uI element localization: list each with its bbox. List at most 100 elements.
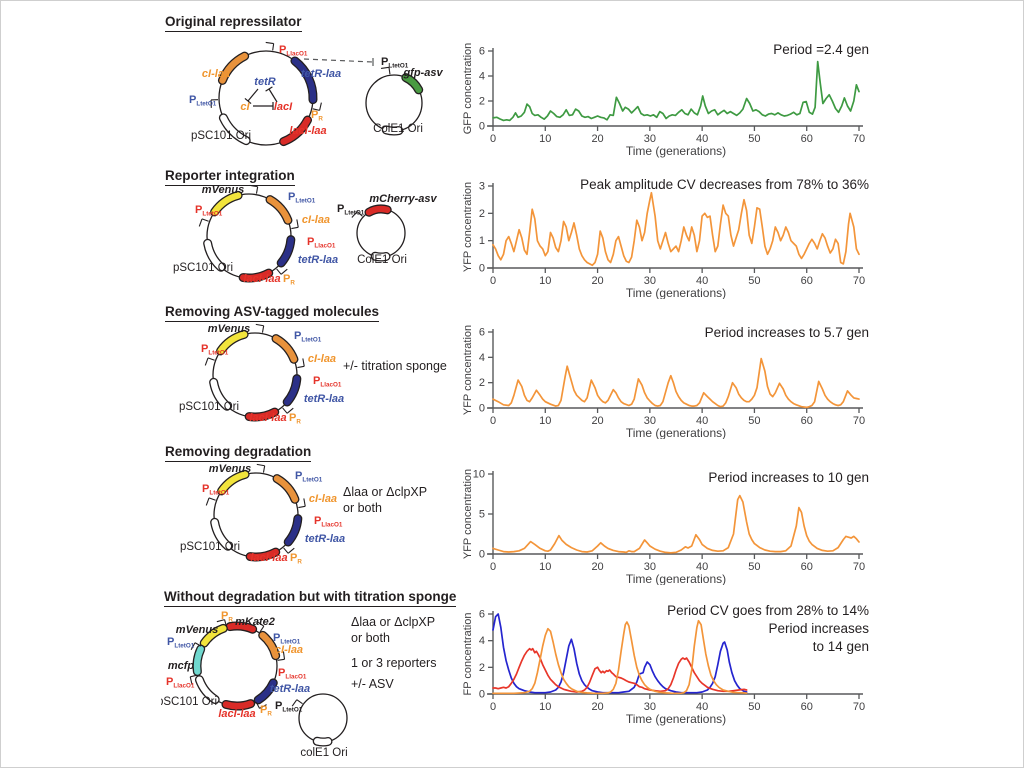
promoter-label: PLtetO1 <box>201 343 229 357</box>
x-tick-label: 10 <box>539 133 551 145</box>
promoter-arrow-icon <box>198 218 209 227</box>
condition-note: 1 or 3 reporters <box>351 656 437 670</box>
gene-label: mVenus <box>209 463 251 475</box>
x-tick-label: 40 <box>696 701 708 713</box>
promoter-label: PLlacO1 <box>166 676 195 690</box>
ori-segment <box>220 114 250 144</box>
gene-label: mVenus <box>208 323 250 335</box>
series-line-orange <box>492 619 748 695</box>
x-tick-label: 10 <box>539 701 551 713</box>
x-tick-label: 0 <box>490 415 496 427</box>
y-tick-label: 3 <box>479 181 485 193</box>
gene-segment <box>245 408 278 421</box>
x-tick-label: 70 <box>853 133 865 145</box>
promoter-label: PLtetO1 <box>288 191 316 205</box>
gene-segment <box>211 192 242 216</box>
plasmid-svg: mVenus PLtetO1 PLtetO1 cI-laa PLlacO1 tetR-la… <box>179 323 344 426</box>
promoter-arrow-icon <box>205 497 216 506</box>
chart-annotation: Period =2.4 gen <box>773 42 869 57</box>
gene-segment <box>402 74 422 94</box>
plasmid-svg: mVenus PLtetO1 PLtetO1 cI-laa PLlacO1 tetR-la… <box>173 184 438 287</box>
x-tick-label: 0 <box>490 133 496 145</box>
y-tick-label: 10 <box>473 469 485 481</box>
promoter-arrow-icon <box>249 184 259 194</box>
x-tick-label: 50 <box>748 701 760 713</box>
promoter-label: PLtetO1 <box>275 700 303 714</box>
promoter-label: PLtetO1 <box>337 203 365 217</box>
gene-segment <box>272 335 298 363</box>
promoter-arrow-icon <box>282 407 294 414</box>
promoter-label: PLlacO1 <box>313 375 342 389</box>
y-tick-label: 6 <box>479 327 485 339</box>
ori-segment <box>196 676 219 703</box>
gene-segment <box>239 269 272 282</box>
gene-label: cI-laa <box>202 68 230 80</box>
promoter-arrow-icon <box>291 699 303 707</box>
x-tick-label: 30 <box>644 701 656 713</box>
gene-label: pSC101 Ori <box>161 696 217 708</box>
x-tick-label: 60 <box>801 275 813 287</box>
y-axis-label: YFP concentration <box>462 325 474 415</box>
gene-segment <box>266 196 292 224</box>
gene-label: lacI-laa <box>289 125 326 137</box>
gene-label: tetR <box>254 76 275 88</box>
ori-segment <box>383 126 403 135</box>
series-line-GFP <box>492 60 860 122</box>
promoter-label: PR <box>283 273 295 287</box>
chart-annotation: Peak amplitude CV decreases from 78% to … <box>580 177 869 192</box>
x-tick-label: 0 <box>490 275 496 287</box>
promoter-label: PLtetO1 <box>273 632 301 646</box>
x-tick-label: 70 <box>853 415 865 427</box>
x-axis-label: Time (generations) <box>626 286 726 299</box>
x-tick-label: 10 <box>539 561 551 573</box>
y-tick-label: 4 <box>479 71 485 83</box>
y-tick-label: 6 <box>479 609 485 621</box>
ori-segment <box>371 253 390 261</box>
promoter-arrow-icon <box>255 701 267 709</box>
promoter-arrow-icon <box>256 621 265 633</box>
x-tick-label: 0 <box>490 561 496 573</box>
x-tick-label: 60 <box>801 415 813 427</box>
gene-label: lacI-laa <box>250 552 287 564</box>
promoter-arrow-icon <box>312 102 322 111</box>
promoter-label: PLlacO1 <box>278 667 307 681</box>
gene-label: tetR-laa <box>305 533 345 545</box>
chart-yfp-removing-degradation: 0 5 10 0 10 20 30 40 50 60 70 YFP concentration Time… <box>461 457 881 586</box>
repression-edge <box>265 86 278 103</box>
chart-fp-without-degradation: 0 2 4 6 0 10 20 30 40 50 60 70 FP concentration Time … <box>461 602 881 726</box>
x-tick-label: 70 <box>853 275 865 287</box>
x-tick-label: 30 <box>644 275 656 287</box>
gene-segment <box>365 205 391 216</box>
condition-note: +/- titration sponge <box>343 359 447 373</box>
gene-label: lacI-laa <box>243 273 280 285</box>
gene-segment <box>222 700 254 710</box>
x-tick-label: 70 <box>853 561 865 573</box>
plasmid-diagram-without-degradation: PR mKate2 mVenus PLtetO1 PLtetO1 cI-laa mcfp PL… <box>161 589 481 761</box>
gene-segment <box>226 622 256 633</box>
y-axis-label: GFP concentration <box>462 43 474 135</box>
promoter-label: PLtetO1 <box>202 483 230 497</box>
gene-label: pSC101 Ori <box>179 401 239 413</box>
x-axis-label: Time (generations) <box>626 144 726 158</box>
plasmid-diagram-removing-asv: mVenus PLtetO1 PLtetO1 cI-laa PLlacO1 tetR-la… <box>161 304 461 446</box>
gene-segment <box>284 515 302 546</box>
section-title-without-degradation: Without degradation but with titration s… <box>164 589 457 607</box>
gene-segment <box>254 679 277 704</box>
x-tick-label: 50 <box>748 415 760 427</box>
gene-label: cI-laa <box>308 353 336 365</box>
y-tick-label: 0 <box>479 689 485 701</box>
promoter-arrow-icon <box>216 619 227 627</box>
x-tick-label: 40 <box>696 561 708 573</box>
gene-label: cI <box>240 101 250 113</box>
y-tick-label: 1 <box>479 235 485 247</box>
ori-segment <box>210 379 231 410</box>
promoter-label: PLlacO1 <box>279 44 308 58</box>
series-line-YFP <box>492 357 860 409</box>
plasmid-svg: PR mKate2mVenusPLtetO1PLtetO1cI-laamcfpPL… <box>161 610 348 759</box>
series-line-blue <box>492 613 748 694</box>
plasmid-backbone-circle <box>298 693 348 743</box>
condition-note: Δlaa or ΔclpXP or both <box>351 615 436 645</box>
